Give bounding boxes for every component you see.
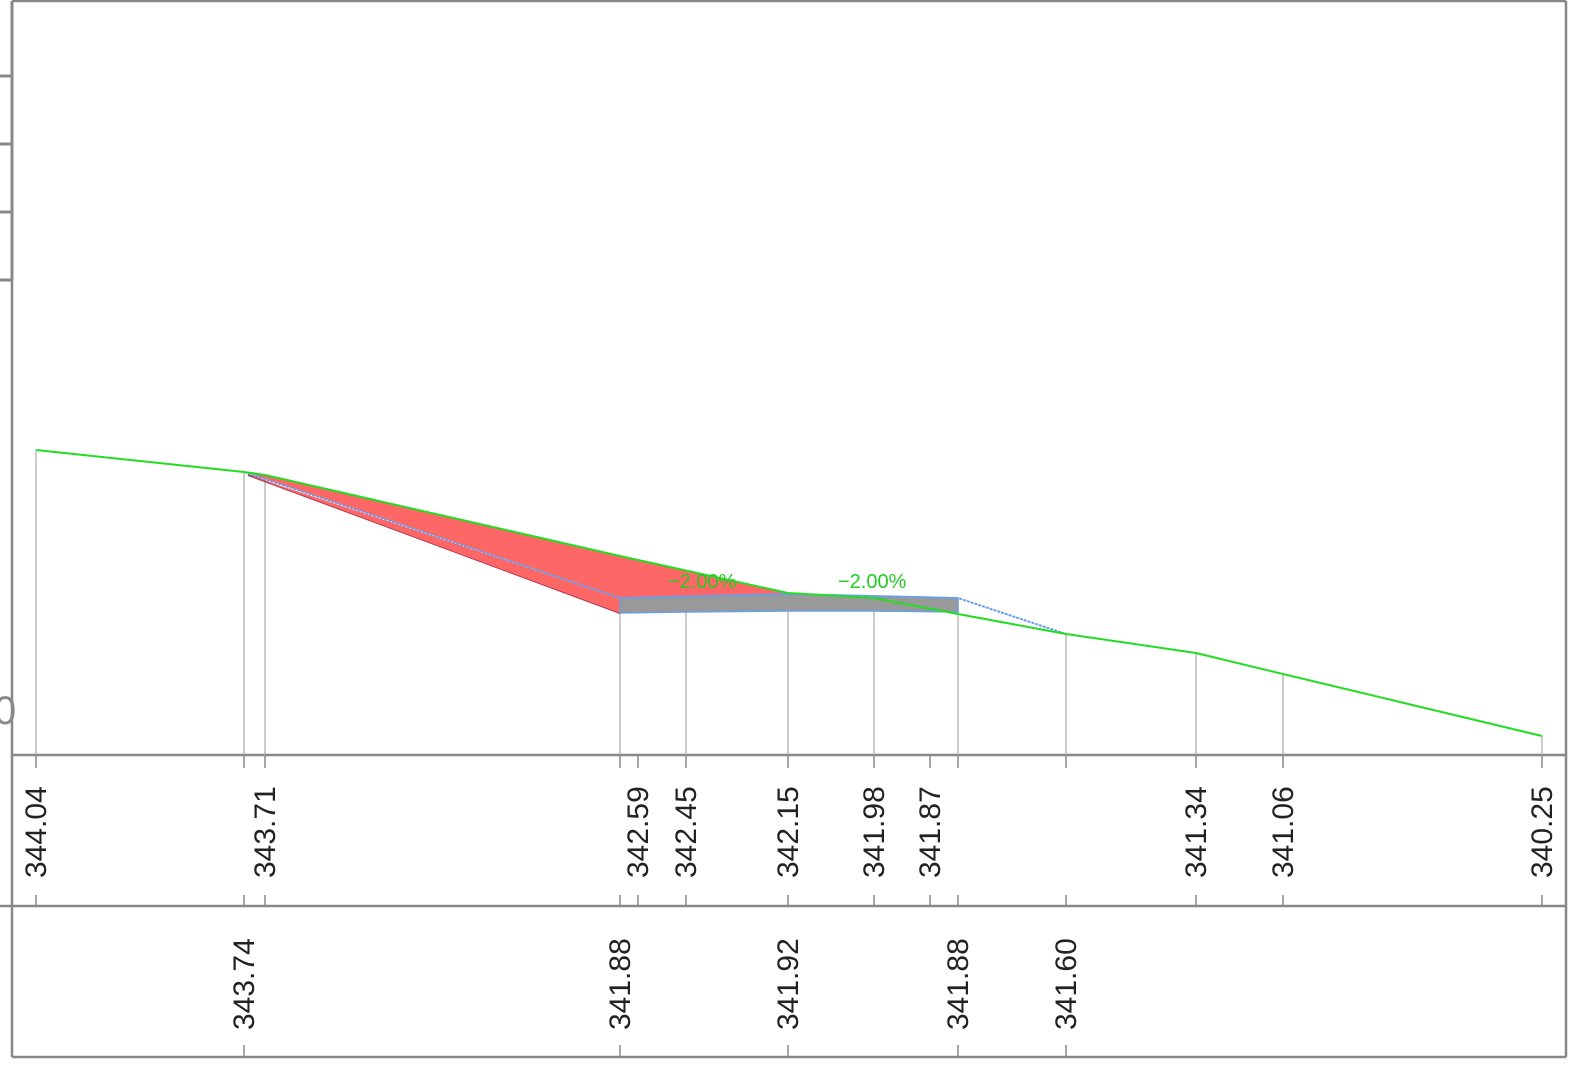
ground-elevation-label: 342.45	[670, 786, 703, 878]
axis-zero-label: 0	[0, 689, 16, 733]
cut-lower-wedge	[248, 475, 620, 613]
design-elevation-labels: 343.74 341.88 341.92 341.88 341.60	[228, 938, 1083, 1030]
ground-elevation-label: 342.15	[772, 786, 805, 878]
leader-lines	[35, 450, 1543, 755]
scale-bracket	[0, 1, 14, 282]
ground-elevation-label: 340.25	[1526, 786, 1559, 878]
ground-elevation-label: 343.71	[249, 786, 282, 878]
ground-profile-line	[35, 449, 1543, 737]
ground-elevation-label: 341.06	[1267, 786, 1300, 878]
baseline-ticks	[35, 755, 1543, 1057]
ground-elevation-label: 342.59	[622, 786, 655, 878]
ground-elevation-label: 341.98	[858, 786, 891, 878]
design-elevation-label: 343.74	[228, 938, 261, 1030]
ground-elevation-label: 341.87	[914, 786, 947, 878]
ground-elevation-label: 341.34	[1180, 786, 1213, 878]
design-elevation-label: 341.92	[772, 938, 805, 1030]
design-elevation-label: 341.88	[942, 938, 975, 1030]
design-elevation-label: 341.88	[604, 938, 637, 1030]
slope-label-right: −2.00%	[838, 571, 907, 593]
ground-elevation-label: 344.04	[20, 786, 53, 878]
design-elevation-label: 341.60	[1050, 938, 1083, 1030]
ground-elevation-labels: 344.04 343.71 342.59 342.45 342.15 341.9…	[20, 786, 1559, 878]
slope-label-left: −2.00%	[668, 571, 737, 593]
cut-area	[244, 472, 788, 598]
